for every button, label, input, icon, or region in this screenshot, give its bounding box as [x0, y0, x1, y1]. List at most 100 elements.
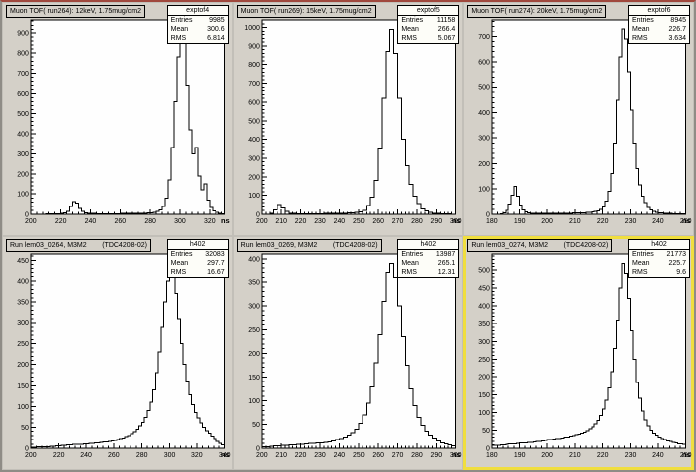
x-axis-title: ns — [682, 216, 691, 225]
stats-value: 32083 — [205, 250, 225, 258]
histogram-run-lem03-0274[interactable]: 180 190 200 210 220 230 240 250 0 50 100 150 200 250 3… — [464, 237, 693, 469]
stats-label: Entries — [401, 250, 424, 258]
y-tick-label: 350 — [248, 280, 260, 287]
x-tick-label: 320 — [191, 452, 203, 459]
pad-run-lem03-0264[interactable]: 200 220 240 260 280 300 320 340 0 50 100 150 200 250 3… — [2, 236, 233, 470]
stats-box[interactable]: h402 Entries 32083 Mean 297.7 RMS 16.67 — [166, 239, 229, 278]
stats-value: 9985 — [209, 16, 225, 24]
pad-run-lem03-0269[interactable]: 200 210 220 230 240 250 260 270 280 290 300 0 50 100 1… — [232, 236, 464, 470]
x-tick-label: 220 — [294, 218, 306, 225]
histogram-muon-tof-run274[interactable]: 180 190 200 210 220 230 240 250 0 100 200 300 400 500… — [464, 3, 693, 235]
pad-title[interactable]: Run lem03_0274, M3M2 (TDC4208-02) — [467, 239, 613, 252]
y-tick-label: 400 — [248, 137, 260, 144]
y-tick-label: 300 — [248, 303, 260, 310]
y-tick-label: 50 — [252, 422, 260, 429]
y-tick-label: 500 — [479, 268, 491, 275]
y-tick-label: 700 — [17, 71, 29, 78]
stats-label: RMS — [170, 34, 187, 42]
stats-row-mean: Mean 297.7 — [168, 259, 228, 268]
x-tick-label: 260 — [372, 452, 384, 459]
stats-histogram-name: h402 — [398, 240, 459, 250]
y-tick-label: 150 — [479, 392, 491, 399]
y-tick-label: 350 — [17, 299, 29, 306]
y-tick-label: 200 — [248, 174, 260, 181]
x-tick-label: 190 — [514, 218, 526, 225]
pad-muon-tof-run274[interactable]: 180 190 200 210 220 230 240 250 0 100 200 300 400 500… — [463, 2, 694, 236]
x-tick-label: 200 — [256, 452, 268, 459]
y-tick-label: 500 — [479, 85, 491, 92]
x-tick-label: 180 — [486, 218, 498, 225]
stats-histogram-name: exptof4 — [167, 6, 228, 16]
stats-row-rms: RMS 3.634 — [629, 34, 689, 43]
stats-row-rms: RMS 5.067 — [398, 34, 458, 43]
stats-box[interactable]: exptof4 Entries 9985 Mean 300.6 RMS 6.81… — [166, 5, 229, 44]
x-tick-label: 290 — [430, 218, 442, 225]
stats-value: 16.67 — [207, 268, 225, 276]
y-tick-label: 200 — [248, 351, 260, 358]
plot-frame — [30, 19, 226, 215]
y-tick-label: 0 — [256, 212, 260, 219]
stats-row-mean: Mean 225.7 — [629, 259, 689, 268]
x-tick-label: 200 — [542, 452, 554, 459]
y-tick-label: 300 — [479, 135, 491, 142]
y-tick-label: 100 — [17, 404, 29, 411]
stats-value: 9.6 — [676, 268, 686, 276]
y-tick-label: 100 — [248, 193, 260, 200]
stats-row-entries: Entries 11158 — [398, 16, 458, 25]
pad-run-lem03-0274[interactable]: 180 190 200 210 220 230 240 250 0 50 100 150 200 250 3… — [463, 236, 694, 470]
stats-label: Mean — [170, 259, 189, 267]
x-tick-label: 230 — [314, 452, 326, 459]
x-axis-title: ns — [682, 450, 691, 459]
stats-value: 3.634 — [668, 34, 686, 42]
stats-value: 8945 — [670, 16, 686, 24]
histogram-line — [260, 262, 456, 449]
y-tick-label: 250 — [248, 327, 260, 334]
x-tick-label: 300 — [174, 218, 186, 225]
stats-row-rms: RMS 16.67 — [168, 268, 228, 277]
x-tick-label: 200 — [542, 218, 554, 225]
stats-value: 13987 — [435, 250, 456, 258]
x-tick-label: 240 — [652, 452, 664, 459]
pad-title[interactable]: Run lem03_0269, M3M2 (TDC4208-02) — [236, 239, 382, 252]
stats-value: 5.067 — [437, 34, 456, 42]
y-tick-label: 150 — [248, 375, 260, 382]
y-tick-label: 100 — [479, 410, 491, 417]
y-tick-label: 200 — [17, 172, 29, 179]
histogram-muon-tof-run269[interactable]: 200 210 220 230 240 250 260 270 280 290 300 0 100 200… — [234, 3, 463, 235]
pad-title[interactable]: Run lem03_0264, M3M2 (TDC4208-02) — [6, 239, 151, 252]
x-tick-label: 210 — [569, 452, 581, 459]
stats-row-entries: Entries 8945 — [629, 16, 689, 25]
stats-row-rms: RMS 9.6 — [629, 268, 689, 277]
x-tick-label: 270 — [391, 452, 403, 459]
y-tick-label: 300 — [248, 156, 260, 163]
x-tick-label: 320 — [204, 218, 216, 225]
x-tick-label: 220 — [597, 452, 609, 459]
histogram-line — [261, 28, 456, 215]
histogram-muon-tof-run264[interactable]: 200 220 240 260 280 300 320 0 100 200 300 400 500 600… — [3, 3, 232, 235]
x-tick-label: 280 — [411, 218, 423, 225]
x-tick-label: 280 — [136, 452, 148, 459]
stats-box[interactable]: h402 Entries 13987 Mean 265.1 RMS 12.31 — [397, 239, 460, 278]
histogram-run-lem03-0269[interactable]: 200 210 220 230 240 250 260 270 280 290 300 0 50 100 1… — [234, 237, 463, 469]
stats-box[interactable]: exptof6 Entries 8945 Mean 226.7 RMS 3.63… — [628, 5, 690, 44]
stats-box[interactable]: exptof5 Entries 11158 Mean 266.4 RMS 5.0… — [397, 5, 460, 44]
x-tick-label: 220 — [597, 218, 609, 225]
y-tick-label: 300 — [17, 320, 29, 327]
pad-title[interactable]: Muon TOF( run274): 20keV, 1.75mug/cm2 — [467, 5, 607, 18]
y-tick-label: 200 — [479, 374, 491, 381]
x-tick-label: 300 — [450, 452, 462, 459]
y-tick-label: 400 — [248, 256, 260, 263]
x-tick-label: 250 — [680, 452, 692, 459]
x-tick-label: 180 — [486, 452, 498, 459]
x-tick-label: 300 — [164, 452, 176, 459]
pad-title[interactable]: Muon TOF( run264): 12keV, 1.75mug/cm2 — [6, 5, 145, 18]
plot-frame — [30, 253, 226, 449]
stats-row-mean: Mean 300.6 — [168, 25, 228, 34]
stats-box[interactable]: h402 Entries 21773 Mean 225.7 RMS 9.6 — [628, 239, 690, 278]
pad-title[interactable]: Muon TOF( run269): 15keV, 1.75mug/cm2 — [236, 5, 376, 18]
pad-muon-tof-run269[interactable]: 200 210 220 230 240 250 260 270 280 290 300 0 100 200… — [232, 2, 464, 236]
plot-frame — [491, 253, 687, 449]
pad-muon-tof-run264[interactable]: 200 220 240 260 280 300 320 0 100 200 300 400 500 600… — [2, 2, 233, 236]
histogram-run-lem03-0264[interactable]: 200 220 240 260 280 300 320 340 0 50 100 150 200 250 3… — [3, 237, 232, 469]
stats-row-rms: RMS 12.31 — [398, 268, 458, 277]
